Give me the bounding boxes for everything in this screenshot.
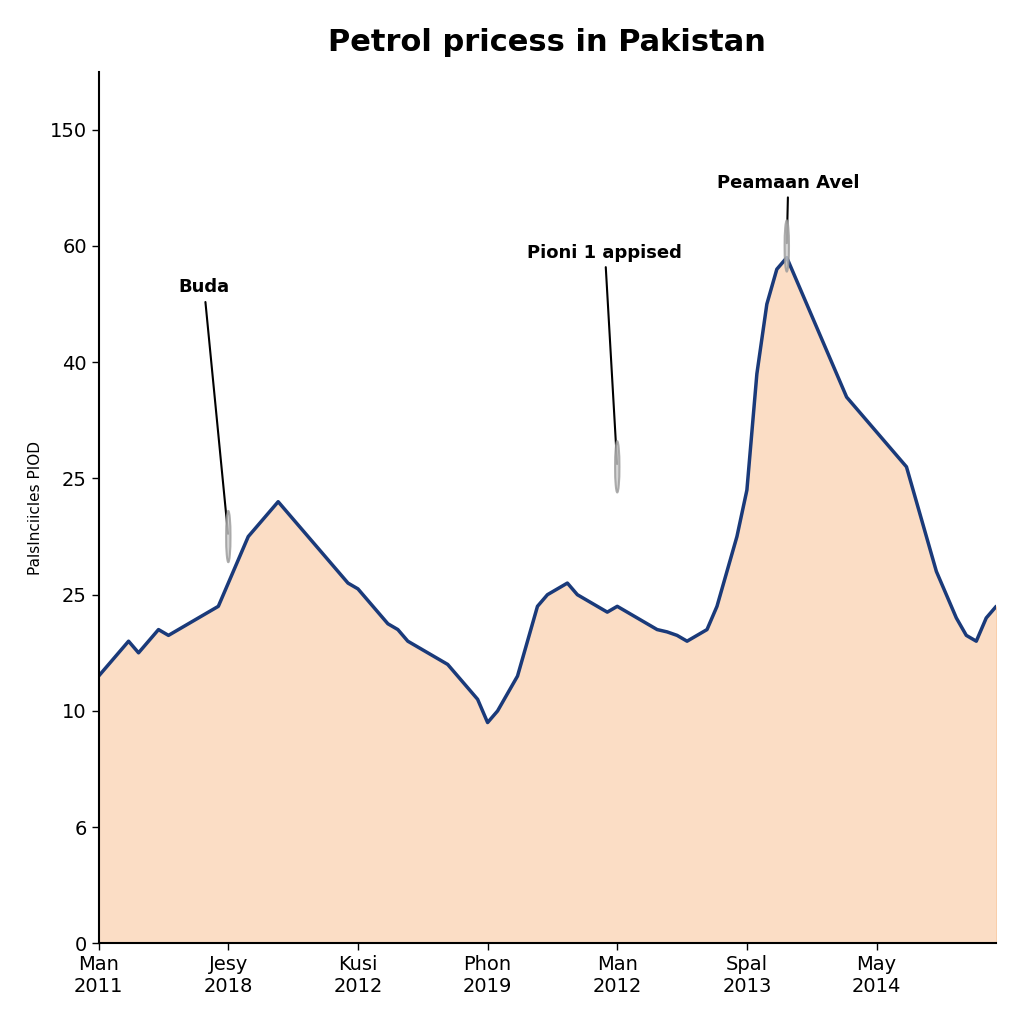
Y-axis label: PalsInciicles PIOD: PalsInciicles PIOD	[28, 440, 43, 574]
Title: Petrol pricess in Pakistan: Petrol pricess in Pakistan	[329, 28, 766, 56]
Text: Buda: Buda	[178, 279, 229, 534]
Text: Peamaan Avel: Peamaan Avel	[717, 174, 859, 243]
Text: Pioni 1 appised: Pioni 1 appised	[527, 244, 682, 464]
Circle shape	[615, 441, 620, 493]
Circle shape	[784, 220, 788, 271]
Circle shape	[226, 511, 230, 562]
